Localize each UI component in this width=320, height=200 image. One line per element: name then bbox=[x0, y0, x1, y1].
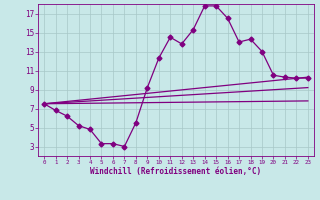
X-axis label: Windchill (Refroidissement éolien,°C): Windchill (Refroidissement éolien,°C) bbox=[91, 167, 261, 176]
